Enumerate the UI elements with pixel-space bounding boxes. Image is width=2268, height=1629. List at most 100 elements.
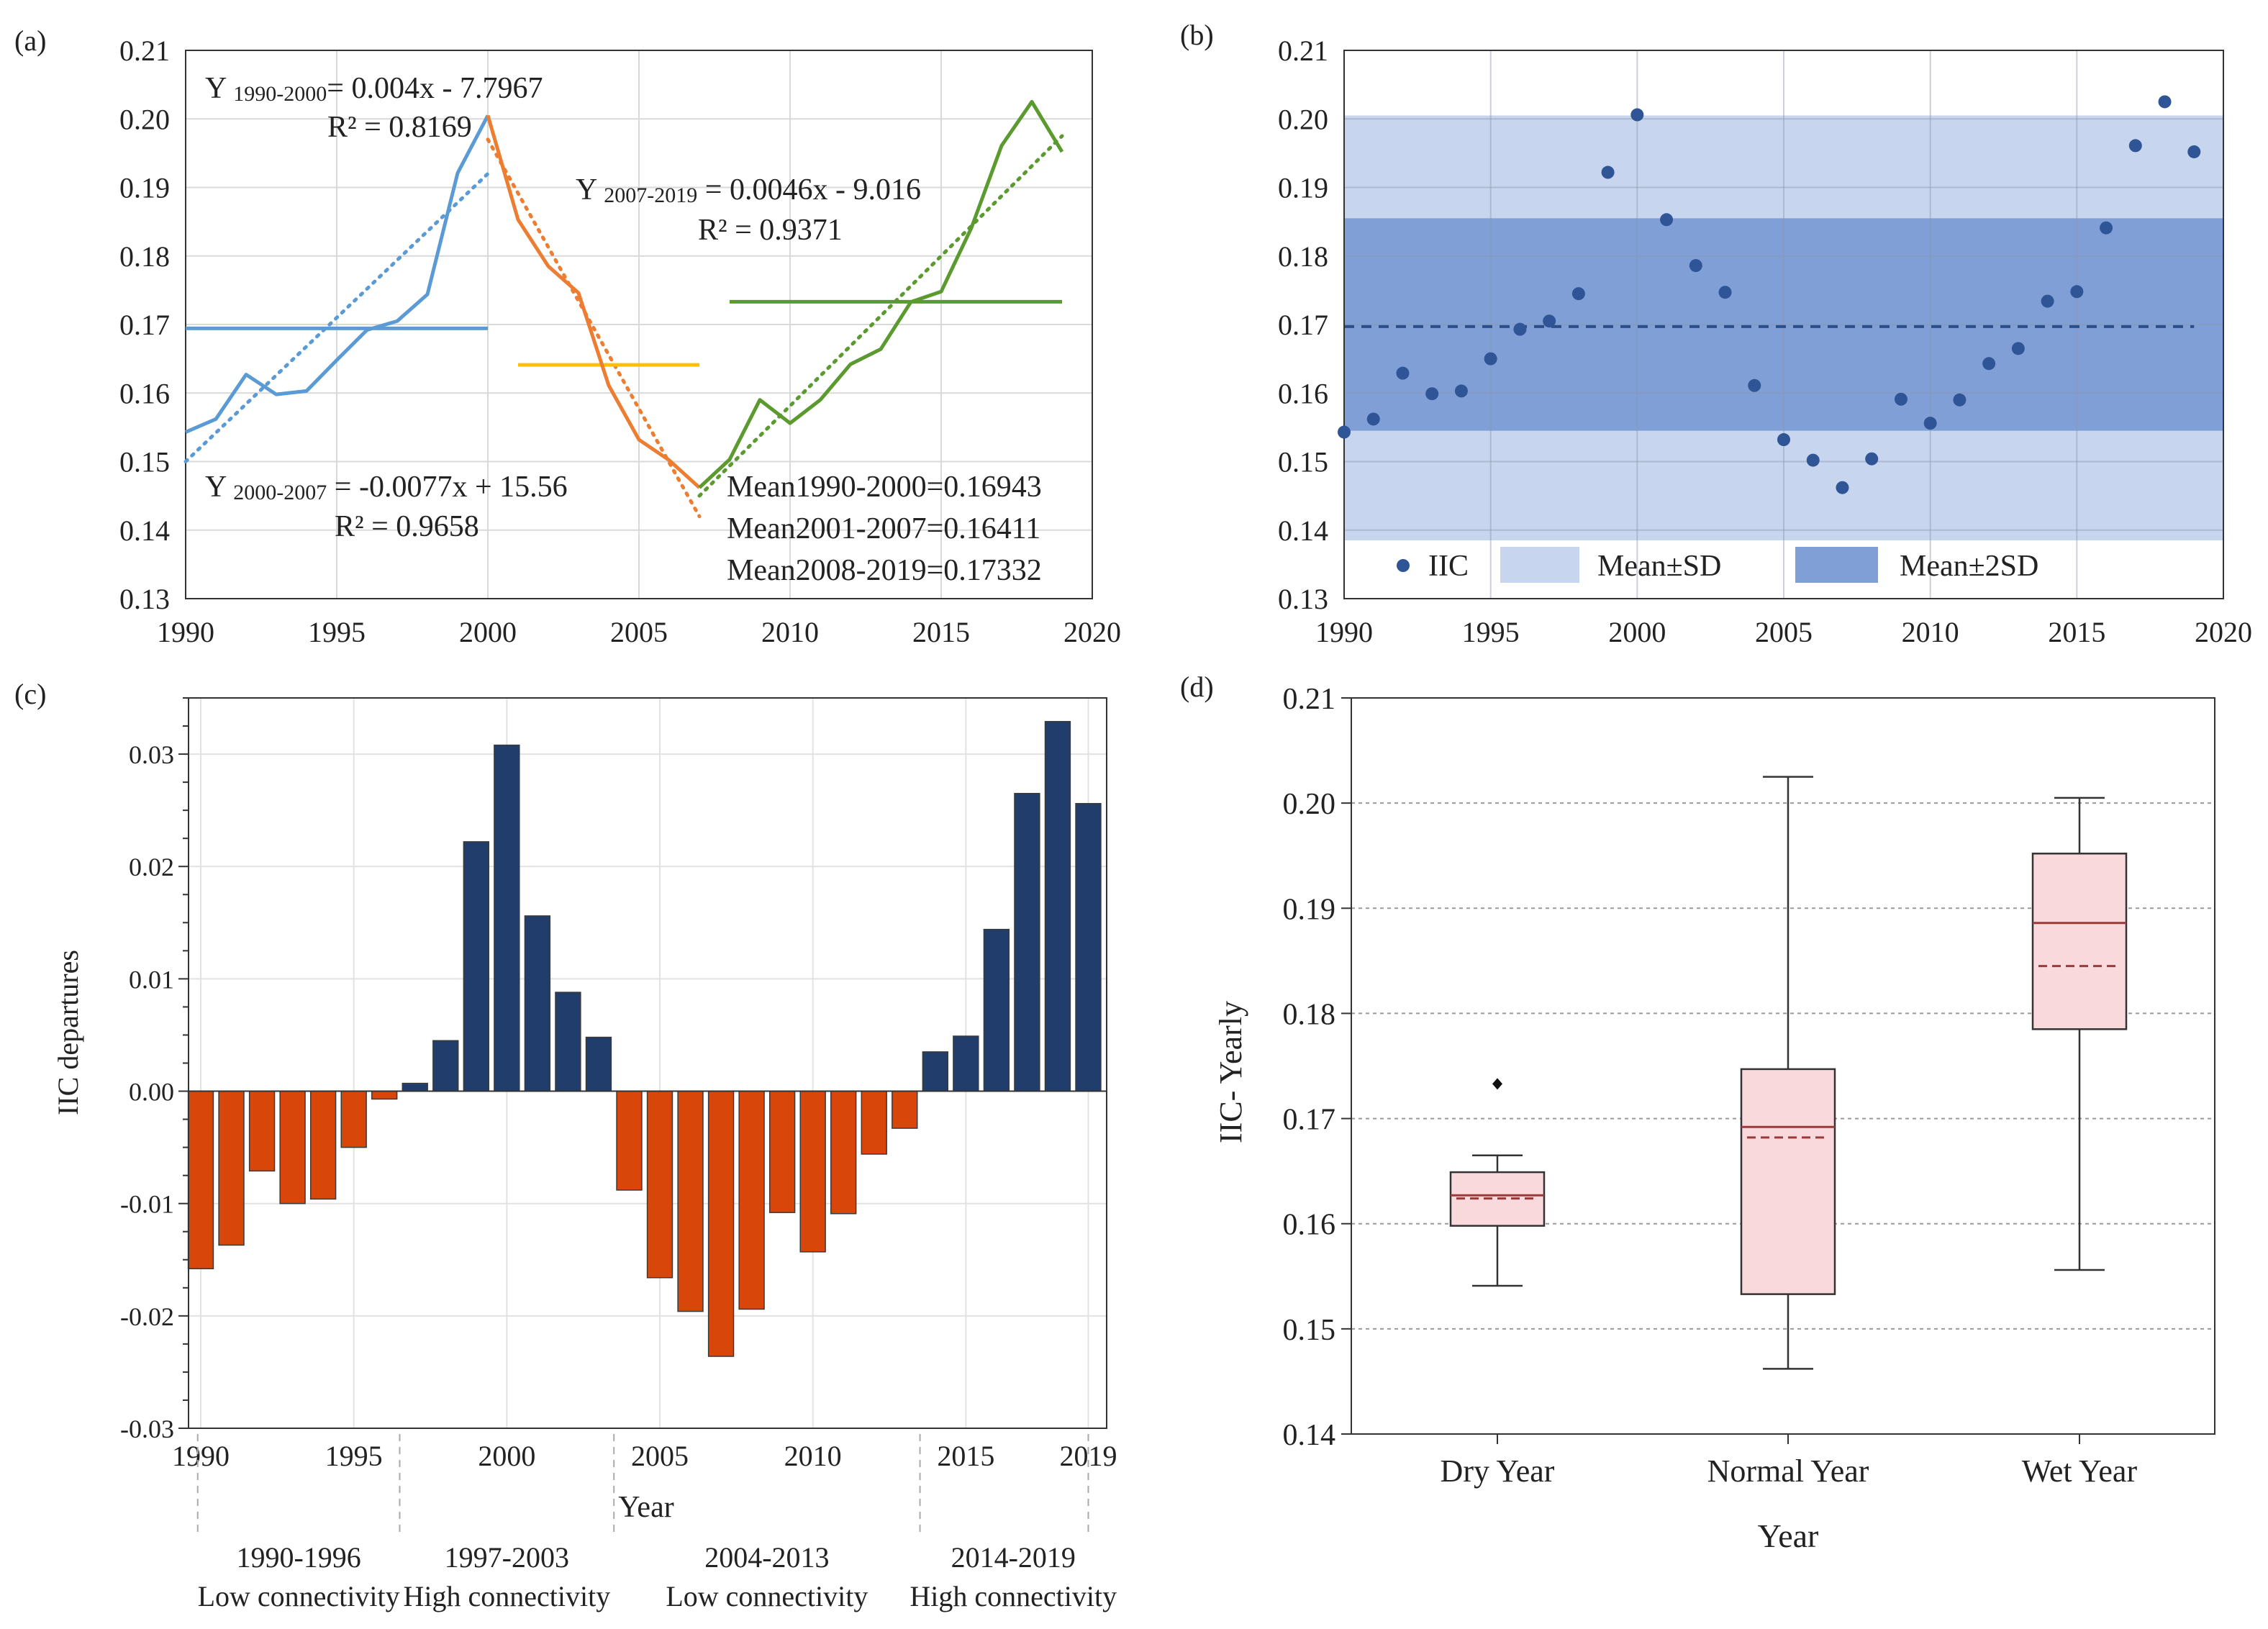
departure-bar	[707, 1090, 735, 1357]
iic-point	[2128, 139, 2142, 153]
iic-point	[1953, 393, 1967, 407]
c-period-label: High connectivity	[910, 1580, 1117, 1612]
departure-bar	[309, 1090, 337, 1200]
b-xtick-label: 2000	[1608, 616, 1666, 648]
c-xtick-label: 2010	[784, 1440, 842, 1472]
d-ytick-label: 0.18	[1283, 998, 1336, 1031]
departure-bar	[218, 1090, 245, 1246]
c-period-range: 1990-1996	[236, 1541, 360, 1574]
panel-c-bars	[187, 721, 1102, 1357]
mean-text-2008-2019: Mean2008-2019=0.17332	[727, 554, 1042, 587]
c-xtick-label: 2015	[937, 1440, 994, 1472]
mean-text-2001-2007: Mean2001-2007=0.16411	[727, 512, 1040, 545]
c-xtick-label: 2000	[478, 1440, 535, 1472]
b-band-sd	[1344, 218, 2223, 431]
series-2000-2007	[486, 114, 701, 489]
iic-point	[1601, 165, 1615, 179]
c-xtick-label: 2005	[631, 1440, 689, 1472]
iic-point	[1982, 357, 1996, 371]
departure-bar	[861, 1090, 887, 1155]
c-period-range: 1997-2003	[445, 1541, 569, 1574]
panel-d-boxes	[1449, 776, 2128, 1370]
c-ytick-label: 0.00	[129, 1078, 174, 1107]
d-ytick-label: 0.16	[1283, 1209, 1336, 1242]
departure-bar	[371, 1090, 398, 1100]
panel-a: (a) 0.13 0.14 0.15 0.16 0.17 0.18 0.19 0.20 0.21…	[14, 24, 1121, 648]
a-xtick-label: 1995	[308, 616, 366, 648]
panel-a-series-lines	[185, 99, 1064, 489]
r2-2007-2019: R² = 0.9371	[698, 214, 843, 247]
iic-point	[1425, 387, 1439, 401]
a-xtick-label: 2005	[610, 616, 668, 648]
panel-b-legend: IIC Mean±SD Mean±2SD	[1397, 547, 2038, 583]
departure-bar	[616, 1090, 643, 1191]
d-outlier	[1492, 1078, 1502, 1090]
b-xtick-label: 2020	[2195, 616, 2252, 648]
a-xtick-label: 2015	[912, 616, 970, 648]
legend-sd-swatch	[1500, 547, 1579, 583]
legend-iic-marker	[1397, 559, 1410, 572]
departure-bar	[555, 992, 581, 1092]
b-ytick-label: 0.14	[1278, 514, 1328, 547]
d-plot-frame	[1351, 697, 2215, 1435]
d-ytick-label: 0.21	[1283, 683, 1336, 716]
trend-2000-2007	[486, 137, 702, 519]
a-plot-frame	[185, 50, 1093, 599]
iic-point	[2158, 95, 2172, 109]
panel-d: (d) 0.14 0.15 0.16 0.17 0.18 0.19 0.20 0.21 Dry …	[1180, 671, 2215, 1554]
d-ytick-label: 0.15	[1283, 1314, 1336, 1347]
legend-iic-label: IIC	[1428, 550, 1469, 583]
b-xtick-label: 2005	[1755, 616, 1813, 648]
a-xtick-label: 2000	[459, 616, 517, 648]
iic-point	[1396, 366, 1410, 380]
b-xtick-label: 2015	[2048, 616, 2105, 648]
departure-bar	[463, 841, 490, 1092]
a-xtick-label: 2010	[761, 616, 819, 648]
iic-point	[1923, 417, 1937, 430]
d-ytick-label: 0.19	[1283, 893, 1336, 926]
c-xtick-label: 1990	[172, 1440, 230, 1472]
iic-point	[1366, 412, 1380, 426]
b-xtick-label: 1995	[1462, 616, 1520, 648]
departure-bar	[524, 915, 551, 1092]
d-ytick-label: 0.14	[1283, 1419, 1336, 1452]
c-period-range: 2014-2019	[951, 1541, 1076, 1574]
b-ytick-label: 0.17	[1278, 309, 1328, 341]
iic-point	[1513, 322, 1527, 336]
panel-d-xlabel: Year	[1758, 1517, 1819, 1554]
d-box	[2031, 853, 2128, 1030]
departure-bar	[646, 1090, 673, 1279]
d-ytick-label: 0.17	[1283, 1104, 1336, 1137]
departure-bar	[248, 1090, 276, 1172]
a-ytick-label: 0.15	[119, 446, 170, 478]
panel-d-ylabel: IIC- Yearly	[1213, 1001, 1248, 1143]
departure-bar	[1014, 792, 1040, 1092]
departure-bar	[677, 1090, 704, 1312]
departure-bar	[187, 1090, 214, 1270]
b-xtick-label: 2010	[1902, 616, 1959, 648]
iic-point	[1338, 425, 1351, 439]
departure-bar	[983, 928, 1010, 1092]
panel-b-points	[1338, 95, 2201, 494]
series-2007-2019	[698, 99, 1064, 489]
legend-sd-label: Mean±SD	[1597, 550, 1721, 583]
eq-1990-2000: Y 1990-2000= 0.004x - 7.7967	[205, 72, 543, 106]
iic-point	[1543, 314, 1556, 328]
series-1990-2000	[185, 114, 490, 434]
departure-bar	[738, 1090, 765, 1310]
iic-point	[1894, 392, 1908, 406]
c-period-label: Low connectivity	[666, 1580, 868, 1612]
panel-b-axes: 0.13 0.14 0.15 0.16 0.17 0.18 0.19 0.20 0.21 1990…	[1278, 35, 2252, 648]
c-ytick-label: 0.03	[129, 740, 174, 769]
iic-point	[1484, 352, 1497, 366]
iic-point	[2070, 285, 2084, 299]
a-ytick-label: 0.17	[119, 309, 170, 341]
panel-c-label: (c)	[14, 678, 46, 710]
b-ytick-label: 0.19	[1278, 172, 1328, 204]
iic-point	[1836, 481, 1849, 494]
a-xtick-label: 1990	[157, 616, 214, 648]
r2-1990-2000: R² = 0.8169	[327, 111, 472, 144]
departure-bar	[585, 1036, 612, 1092]
panel-a-mean-lines	[186, 299, 1062, 367]
